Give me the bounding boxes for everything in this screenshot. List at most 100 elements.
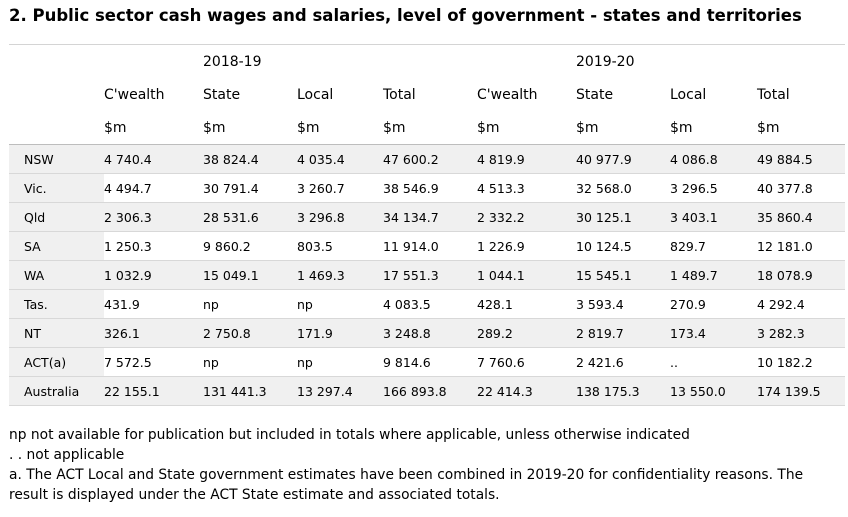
table-cell: 326.1 <box>104 318 203 348</box>
table-cell: 17 551.3 <box>383 260 477 290</box>
table-cell: 40 377.8 <box>757 173 845 203</box>
year-label-2019-20: 2019-20 <box>576 44 670 78</box>
row-label: SA <box>9 231 104 261</box>
row-label: NT <box>9 318 104 348</box>
table-cell: 15 049.1 <box>203 260 297 290</box>
row-label: ACT(a) <box>9 347 104 377</box>
table-cell: 30 791.4 <box>203 173 297 203</box>
table-cell: 10 124.5 <box>576 231 670 261</box>
table-cell: 28 531.6 <box>203 202 297 232</box>
table-cell: 11 914.0 <box>383 231 477 261</box>
table-cell: 173.4 <box>670 318 757 348</box>
year-header-row: 2018-19 2019-20 <box>9 44 845 78</box>
column-header: Local <box>670 86 707 103</box>
unit-header: $m <box>757 111 845 145</box>
unit-header: $m <box>576 111 670 145</box>
table-cell: 30 125.1 <box>576 202 670 232</box>
table-cell: 4 292.4 <box>757 289 845 319</box>
wages-table: 2018-19 2019-20 C'wealth State Local Total C… <box>9 44 845 406</box>
column-header: State <box>576 86 614 103</box>
table-cell: 3 593.4 <box>576 289 670 319</box>
table-cell: 9 814.6 <box>383 347 477 377</box>
table-cell: 22 155.1 <box>104 376 203 406</box>
table-cell: 10 182.2 <box>757 347 845 377</box>
table-cell: 829.7 <box>670 231 757 261</box>
row-label: Tas. <box>9 289 104 319</box>
table-cell: 803.5 <box>297 231 383 261</box>
table-row: Qld 2 306.3 28 531.6 3 296.8 34 134.7 2 332.2… <box>9 202 845 232</box>
footnote-not-applicable: . . not applicable <box>9 447 125 463</box>
row-label: Vic. <box>9 173 104 203</box>
table-cell: np <box>297 347 383 377</box>
table-cell: 1 250.3 <box>104 231 203 261</box>
unit-header: $m <box>203 111 297 145</box>
table-cell: 34 134.7 <box>383 202 477 232</box>
unit-header: $m <box>104 111 203 145</box>
table-cell: 7 760.6 <box>477 347 576 377</box>
header-blank-cell <box>9 78 104 111</box>
table-cell: 138 175.3 <box>576 376 670 406</box>
table-cell: 171.9 <box>297 318 383 348</box>
table-row: WA 1 032.9 15 049.1 1 469.3 17 551.3 1 044.1 1… <box>9 260 845 290</box>
table-cell: 1 032.9 <box>104 260 203 290</box>
table-cell: 9 860.2 <box>203 231 297 261</box>
table-cell: 4 035.4 <box>297 144 383 174</box>
units-header-row: $m $m $m $m $m $m $m $m <box>9 111 845 145</box>
table-row: NT 326.1 2 750.8 171.9 3 248.8 289.2 2 819.7 17… <box>9 318 845 348</box>
table-cell: 3 296.5 <box>670 173 757 203</box>
table-cell: 428.1 <box>477 289 576 319</box>
header-blank-cell <box>757 44 845 78</box>
table-cell: 3 282.3 <box>757 318 845 348</box>
table-cell: 4 086.8 <box>670 144 757 174</box>
table-cell: 2 750.8 <box>203 318 297 348</box>
footnote-a: a. The ACT Local and State government es… <box>9 467 804 503</box>
table-cell: 289.2 <box>477 318 576 348</box>
table-cell: 35 860.4 <box>757 202 845 232</box>
table-cell: 13 297.4 <box>297 376 383 406</box>
table-cell: 4 740.4 <box>104 144 203 174</box>
footnote-np: np not available for publication but inc… <box>9 427 690 443</box>
table-cell: 38 546.9 <box>383 173 477 203</box>
table-cell: 3 260.7 <box>297 173 383 203</box>
table-cell: 2 332.2 <box>477 202 576 232</box>
table-row: Vic. 4 494.7 30 791.4 3 260.7 38 546.9 4 513.… <box>9 173 845 203</box>
table-cell: 7 572.5 <box>104 347 203 377</box>
table-cell: np <box>297 289 383 319</box>
unit-header: $m <box>670 111 757 145</box>
table-cell: 270.9 <box>670 289 757 319</box>
header-blank-cell <box>9 111 104 145</box>
table-cell: 1 489.7 <box>670 260 757 290</box>
column-header: Total <box>757 86 790 103</box>
table-cell: 13 550.0 <box>670 376 757 406</box>
table-cell: 131 441.3 <box>203 376 297 406</box>
table-cell: 4 819.9 <box>477 144 576 174</box>
table-cell: 12 181.0 <box>757 231 845 261</box>
table-cell: 49 884.5 <box>757 144 845 174</box>
row-label: Qld <box>9 202 104 232</box>
table-cell: 18 078.9 <box>757 260 845 290</box>
table-row: Australia 22 155.1 131 441.3 13 297.4 166 89… <box>9 376 845 406</box>
footnotes: np not available for publication but inc… <box>9 425 839 505</box>
row-label: NSW <box>9 144 104 174</box>
table-cell: .. <box>670 347 757 377</box>
table-cell: 1 044.1 <box>477 260 576 290</box>
table-cell: 3 403.1 <box>670 202 757 232</box>
table-cell: 4 513.3 <box>477 173 576 203</box>
table-cell: 38 824.4 <box>203 144 297 174</box>
table-row: ACT(a) 7 572.5 np np 9 814.6 7 760.6 2 421.6..… <box>9 347 845 377</box>
table-cell: np <box>203 347 297 377</box>
page-title: 2. Public sector cash wages and salaries… <box>9 6 802 25</box>
header-blank-cell <box>104 44 203 78</box>
column-header: C'wealth <box>477 86 538 103</box>
table-cell: 4 083.5 <box>383 289 477 319</box>
unit-header: $m <box>297 111 383 145</box>
column-header-row: C'wealth State Local Total C'wealth State Loca… <box>9 78 845 111</box>
header-blank-cell <box>383 44 477 78</box>
column-header: Local <box>297 86 334 103</box>
header-blank-cell <box>670 44 757 78</box>
table-cell: 1 469.3 <box>297 260 383 290</box>
table-cell: 3 296.8 <box>297 202 383 232</box>
table-cell: 1 226.9 <box>477 231 576 261</box>
column-header: C'wealth <box>104 86 165 103</box>
table-cell: 32 568.0 <box>576 173 670 203</box>
